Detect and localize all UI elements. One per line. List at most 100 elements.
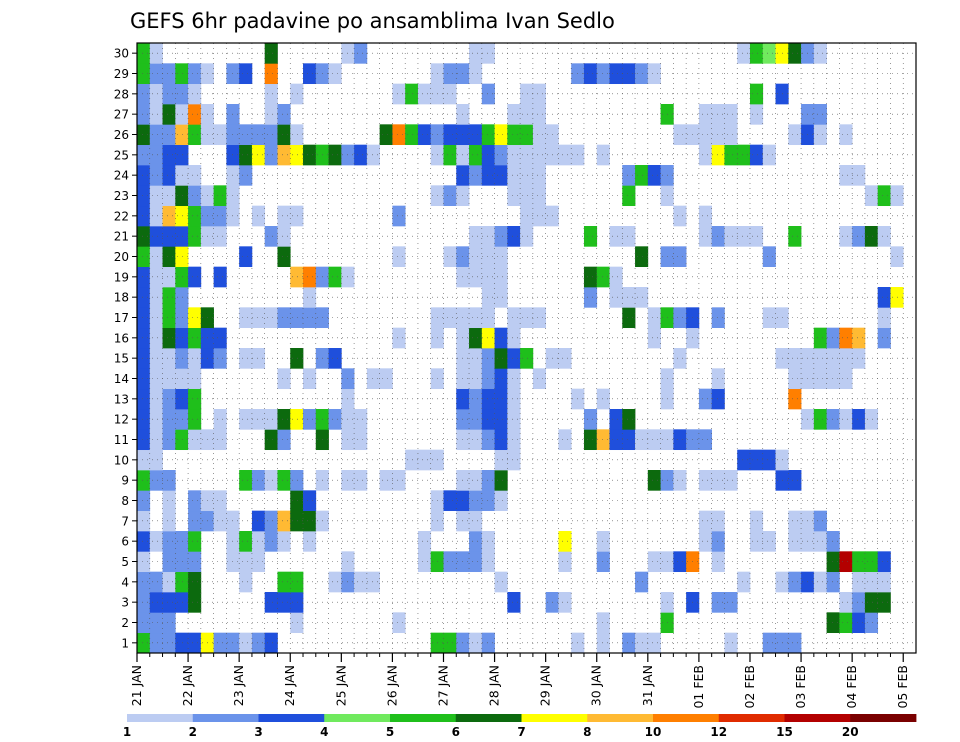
heatmap-cell <box>596 429 610 451</box>
heatmap-cell <box>251 205 266 227</box>
heatmap-cell <box>188 632 202 654</box>
heatmap-cell <box>137 124 151 146</box>
heatmap-cell <box>149 144 163 166</box>
heatmap-cell <box>507 165 521 186</box>
heatmap-cell <box>175 124 189 146</box>
heatmap-cell <box>481 327 495 349</box>
heatmap-cell <box>290 307 304 329</box>
heatmap-cell <box>213 510 227 532</box>
colorbar-label: 10 <box>645 725 662 739</box>
y-tick-label: 27 <box>114 108 129 122</box>
heatmap-cell <box>507 409 521 430</box>
heatmap-cell <box>762 449 776 471</box>
heatmap-cell <box>481 124 495 146</box>
heatmap-cell <box>469 226 483 247</box>
heatmap-cell <box>622 63 636 85</box>
heatmap-cell <box>852 165 866 186</box>
heatmap-cell <box>788 124 802 146</box>
heatmap-cell <box>481 246 495 268</box>
heatmap-cell <box>328 63 342 85</box>
chart-title: GEFS 6hr padavine po ansamblima Ivan Sed… <box>130 9 615 33</box>
heatmap-cell <box>673 470 687 491</box>
heatmap-cell <box>303 368 317 390</box>
y-tick-label: 15 <box>114 352 129 366</box>
heatmap-cell <box>137 205 151 227</box>
heatmap-cell <box>852 348 866 369</box>
heatmap-cell <box>175 226 189 247</box>
heatmap-cell <box>481 43 495 64</box>
heatmap-cell <box>762 307 776 329</box>
heatmap-cell <box>162 510 176 532</box>
heatmap-cell <box>711 388 725 410</box>
heatmap-cell <box>826 551 840 573</box>
heatmap-cell <box>507 104 521 125</box>
heatmap-cell <box>864 226 879 247</box>
heatmap-cell <box>290 83 304 105</box>
y-tick-label: 10 <box>114 453 129 467</box>
heatmap-cell <box>558 531 572 552</box>
heatmap-cell <box>469 43 483 64</box>
colorbar: 1 2 3 4 5 6 7 8 10 12 15 20 <box>123 714 917 739</box>
heatmap-cell <box>839 612 853 634</box>
heatmap-cell <box>251 307 266 329</box>
heatmap-cell <box>596 388 610 410</box>
heatmap-cell <box>469 409 483 430</box>
heatmap-cell <box>188 348 202 369</box>
heatmap-cell <box>239 124 253 146</box>
heatmap-cell <box>711 124 725 146</box>
heatmap-cell <box>520 165 534 186</box>
heatmap-cell <box>162 226 176 247</box>
heatmap-cell <box>788 368 802 390</box>
y-tick-label: 17 <box>114 311 129 325</box>
heatmap-cell <box>724 592 738 613</box>
heatmap-cell <box>188 205 202 227</box>
heatmap-cell <box>290 571 304 593</box>
heatmap-cell <box>737 144 751 166</box>
heatmap-cell <box>481 632 495 654</box>
heatmap-cell <box>162 63 176 85</box>
heatmap-cell <box>673 246 687 268</box>
heatmap-cell <box>188 368 202 390</box>
heatmap-cell <box>175 429 189 451</box>
heatmap-cell <box>188 63 202 85</box>
heatmap-cell <box>673 205 687 227</box>
heatmap-cell <box>149 104 163 125</box>
heatmap-cell <box>239 348 253 369</box>
heatmap-cell <box>520 144 534 166</box>
heatmap-cell <box>303 490 317 512</box>
heatmap-cell <box>788 43 802 64</box>
heatmap-cell <box>481 287 495 308</box>
heatmap-cell <box>647 429 661 451</box>
heatmap-cell <box>724 144 738 166</box>
heatmap-cell <box>469 632 483 654</box>
heatmap-cell <box>149 470 163 491</box>
heatmap-cell <box>647 551 661 573</box>
grid-lines <box>137 43 916 653</box>
heatmap-cell <box>673 551 687 573</box>
heatmap-cell <box>303 510 317 532</box>
heatmap-cell <box>481 307 495 329</box>
heatmap-cell <box>609 63 623 85</box>
heatmap-cell <box>188 409 202 430</box>
heatmap-cell <box>149 531 163 552</box>
y-tick-label: 20 <box>114 250 129 264</box>
heatmap-cell <box>711 307 725 329</box>
heatmap-cell <box>137 43 151 64</box>
x-tick-label: 24 JAN <box>282 665 297 706</box>
heatmap-cell <box>188 124 202 146</box>
heatmap-cell <box>188 592 202 613</box>
heatmap-cell <box>264 43 278 64</box>
heatmap-cell <box>354 144 368 166</box>
x-tick-label: 31 JAN <box>640 665 655 706</box>
heatmap-cell <box>303 531 317 552</box>
heatmap-cell <box>277 205 291 227</box>
heatmap-cell <box>494 449 508 471</box>
heatmap-cell <box>622 632 636 654</box>
heatmap-cell <box>788 571 802 593</box>
heatmap-cell <box>762 144 776 166</box>
heatmap-cell <box>877 571 891 593</box>
y-tick-label: 28 <box>114 87 129 101</box>
heatmap-cell <box>137 409 151 430</box>
heatmap-cell <box>392 327 406 349</box>
heatmap-cell <box>137 348 151 369</box>
